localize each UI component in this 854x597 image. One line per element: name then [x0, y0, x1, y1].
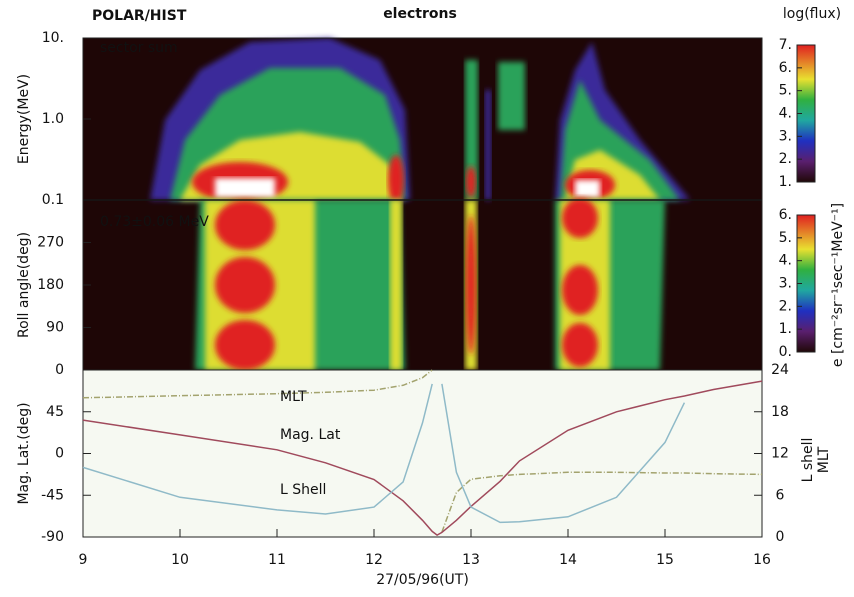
colorbar-label: log(flux) [783, 6, 841, 22]
y2-axis-label: MLT [816, 446, 832, 473]
y-tick-label: 0.1 [42, 192, 64, 208]
y-axis-label: Energy(MeV) [16, 74, 32, 164]
heat-region [466, 166, 476, 198]
series-label: L Shell [280, 482, 326, 498]
y-tick-label: 270 [37, 235, 64, 251]
y-tick-label: 0 [55, 446, 64, 462]
colorbar-tick-label: 6. [779, 207, 792, 223]
heat-region [562, 323, 598, 367]
series-label: Mag. Lat [280, 427, 341, 443]
annotation: 0.73±0.06 MeV [100, 214, 209, 230]
series-line [82, 383, 686, 524]
y-tick-label: 1.0 [42, 111, 64, 127]
y2-tick-label: 0 [776, 529, 785, 545]
colorbar-tick-label: 5. [779, 230, 792, 246]
colorbar-label: e [cm⁻²sr⁻¹sec⁻¹MeV⁻¹] [830, 203, 846, 367]
y-tick-label: -45 [41, 487, 64, 503]
spectrogram-image [83, 38, 762, 537]
y-tick-label: 0 [55, 362, 64, 378]
colorbar-tick-label: 3. [779, 128, 792, 144]
x-tick-label: 16 [753, 552, 771, 568]
y-tick-label: 180 [37, 277, 64, 293]
colorbar-tick-label: 6. [779, 60, 792, 76]
series-label: MLT [280, 389, 307, 405]
series-line [82, 369, 763, 533]
heat-region [485, 90, 491, 200]
series-line [82, 380, 763, 536]
heat-region [388, 155, 404, 205]
x-tick-label: 13 [462, 552, 480, 568]
y2-tick-label: 18 [771, 404, 789, 420]
x-tick-label: 14 [559, 552, 577, 568]
x-tick-label: 9 [79, 552, 88, 568]
x-tick-label: 11 [268, 552, 286, 568]
x-tick-label: 12 [365, 552, 383, 568]
colorbar-tick-label: 1. [779, 321, 792, 337]
y-axis-label: Roll angle(deg) [16, 232, 32, 338]
x-tick-label: 15 [656, 552, 674, 568]
y-tick-label: 10. [42, 30, 64, 46]
colorbar-tick-label: 7. [779, 37, 792, 53]
y-tick-label: 90 [46, 320, 64, 336]
x-tick-label: 10 [171, 552, 189, 568]
chart-title: electrons [383, 6, 457, 22]
colorbar-tick-label: 2. [779, 298, 792, 314]
heat-region [562, 198, 598, 238]
heat-region [215, 200, 275, 250]
heat-region [575, 180, 600, 198]
colorbar-tick-label: 4. [779, 253, 792, 269]
heat-region [498, 62, 525, 130]
chart-subtitle: POLAR/HIST [92, 8, 187, 24]
y2-tick-label: 6 [776, 487, 785, 503]
heat-region [562, 265, 598, 315]
y2-tick-label: 12 [771, 446, 789, 462]
heat-region [390, 200, 402, 370]
heat-region [83, 370, 762, 537]
heat-region [466, 215, 476, 355]
x-axis-label: 27/05/96(UT) [376, 572, 469, 588]
y-tick-label: -90 [41, 529, 64, 545]
colorbar-tick-label: 3. [779, 276, 792, 292]
heat-region [215, 257, 275, 313]
heat-region [465, 60, 478, 200]
colorbar-tick-label: 0. [779, 344, 792, 360]
colorbar-tick-label: 4. [779, 106, 792, 122]
colorbar-tick-label: 5. [779, 83, 792, 99]
heat-region [215, 320, 275, 370]
colorbar-tick-label: 1. [779, 174, 792, 190]
y2-axis-label: L shell [800, 438, 816, 483]
y-axis-label: Mag. Lat.(deg) [16, 402, 32, 504]
y-tick-label: 45 [46, 404, 64, 420]
heat-region [215, 178, 275, 198]
y2-tick-label: 24 [771, 362, 789, 378]
annotation: sector sum [100, 40, 178, 56]
colorbar-tick-label: 2. [779, 151, 792, 167]
